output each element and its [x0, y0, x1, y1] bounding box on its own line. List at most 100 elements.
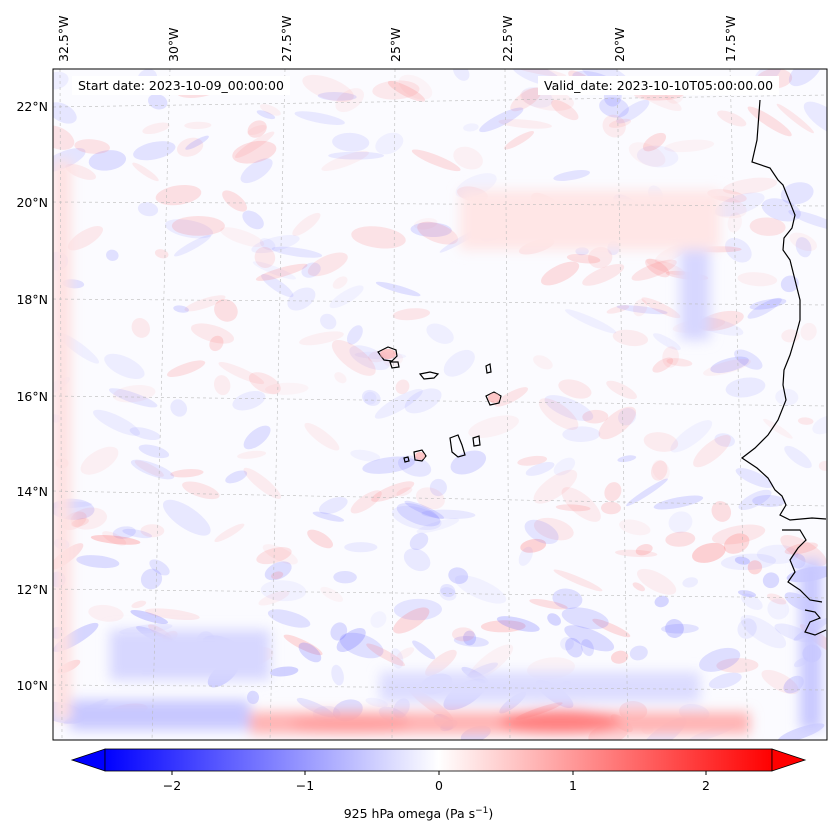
subsidence-cell — [780, 275, 799, 293]
subsidence-cell — [682, 577, 698, 588]
ascent-cell — [218, 362, 265, 385]
subsidence-cell — [416, 518, 460, 534]
ascent-cell — [558, 379, 592, 399]
ascent-cell — [299, 331, 344, 346]
ascent-cell — [264, 382, 309, 395]
subsidence-cell — [762, 572, 780, 589]
ascent-cell — [598, 406, 637, 440]
subsidence-cell — [421, 509, 476, 519]
subsidence-cell — [654, 595, 669, 608]
subsidence-cell — [173, 305, 189, 313]
ascent-cell — [566, 253, 601, 264]
subsidence-cell — [599, 97, 629, 118]
island-brava — [403, 456, 410, 463]
subsidence-cell — [375, 281, 421, 297]
lon-label: 30°W — [166, 27, 181, 62]
subsidence-cell — [775, 388, 799, 406]
ascent-cell — [140, 524, 165, 538]
ascent-cell — [171, 216, 225, 236]
subsidence-cell — [581, 639, 594, 657]
island-sao-vicente — [389, 361, 400, 369]
subsidence-cell — [668, 511, 693, 534]
ascent-cell — [582, 264, 625, 286]
ascent-cell — [331, 339, 376, 376]
subsidence-cell — [363, 391, 377, 405]
subsidence-cell — [225, 470, 248, 484]
colorbar-extend-high — [771, 748, 807, 772]
colorbar-ticks: −2 −1 0 1 2 — [163, 771, 710, 793]
ascent-cell — [90, 535, 141, 545]
subsidence-cell — [328, 151, 384, 160]
ascent-cell — [392, 308, 431, 321]
lat-label: 18°N — [16, 292, 48, 307]
ascent-cell — [582, 409, 609, 424]
ascent-cell — [703, 358, 751, 376]
ascent-cell — [665, 531, 696, 547]
ascent-cell — [784, 542, 818, 555]
ascent-cell — [645, 258, 670, 278]
ascent-cell — [393, 607, 430, 634]
ascent-cell — [71, 518, 89, 527]
ascent-cell — [636, 568, 677, 595]
ascent-cell — [320, 586, 344, 602]
subsidence-cell — [242, 210, 264, 230]
ascent-cell — [53, 125, 75, 150]
ascent-cell — [510, 87, 542, 112]
lon-label: 22.5°W — [500, 16, 515, 62]
ascent-cell — [711, 524, 766, 545]
ascent-cell — [453, 146, 483, 170]
subsidence-cell — [636, 145, 679, 168]
subsidence-cell — [390, 648, 404, 669]
ascent-cell — [606, 380, 637, 400]
ascent-cell — [413, 218, 438, 230]
subsidence-cell — [375, 132, 404, 155]
ascent-cell — [417, 221, 459, 245]
subsidence-cell — [560, 636, 574, 651]
subsidence-cell — [812, 415, 827, 435]
subsidence-cell — [93, 409, 140, 436]
lat-label: 16°N — [16, 389, 48, 404]
island-boa-vista — [485, 391, 502, 406]
ascent-cell — [797, 417, 814, 425]
lon-label: 17.5°W — [723, 16, 738, 62]
ascent-cell — [666, 358, 693, 367]
ascent-cell — [184, 295, 226, 312]
ascent-cell — [134, 460, 164, 477]
subsidence-cell — [653, 495, 704, 510]
subsidence-cell — [138, 444, 170, 459]
ascent-cell — [302, 74, 354, 103]
subsidence-cell — [122, 528, 153, 539]
ascent-cell — [283, 634, 323, 656]
subsidence-cell — [767, 598, 790, 620]
ascent-cell — [717, 110, 747, 127]
subsidence-cell — [665, 619, 684, 638]
meridian-27-5w — [269, 69, 286, 740]
colorbar-label-main: 925 hPa omega (Pa s — [343, 806, 476, 822]
subsidence-cell — [439, 587, 457, 601]
ascent-cell — [209, 335, 224, 352]
ascent-cell — [292, 212, 321, 236]
ascent-cell — [395, 379, 410, 395]
ascent-cell — [646, 258, 686, 276]
ascent-cell — [723, 533, 750, 554]
ascent-cell — [818, 460, 827, 471]
subsidence-cell — [133, 141, 176, 161]
subsidence-cell — [53, 71, 69, 90]
ascent-cell — [664, 139, 715, 153]
ascent-cell — [650, 460, 668, 481]
ascent-cell — [132, 162, 159, 182]
ascent-cell — [237, 450, 267, 459]
ascent-cell — [592, 618, 631, 638]
ascent-cell — [74, 139, 111, 154]
lat-label: 12°N — [16, 582, 48, 597]
subsidence-cell — [149, 559, 170, 576]
colorbar-tick-label: 1 — [569, 778, 577, 793]
subsidence-cell — [370, 611, 387, 628]
ascent-cell — [334, 372, 347, 384]
subsidence-cell — [617, 455, 637, 463]
colorbar-label: 925 hPa omega (Pa s−1) — [0, 806, 837, 821]
ascent-cell — [561, 487, 601, 522]
subsidence-cell — [714, 433, 735, 447]
subsidence-cell — [350, 449, 381, 462]
ascent-cell — [737, 272, 778, 287]
